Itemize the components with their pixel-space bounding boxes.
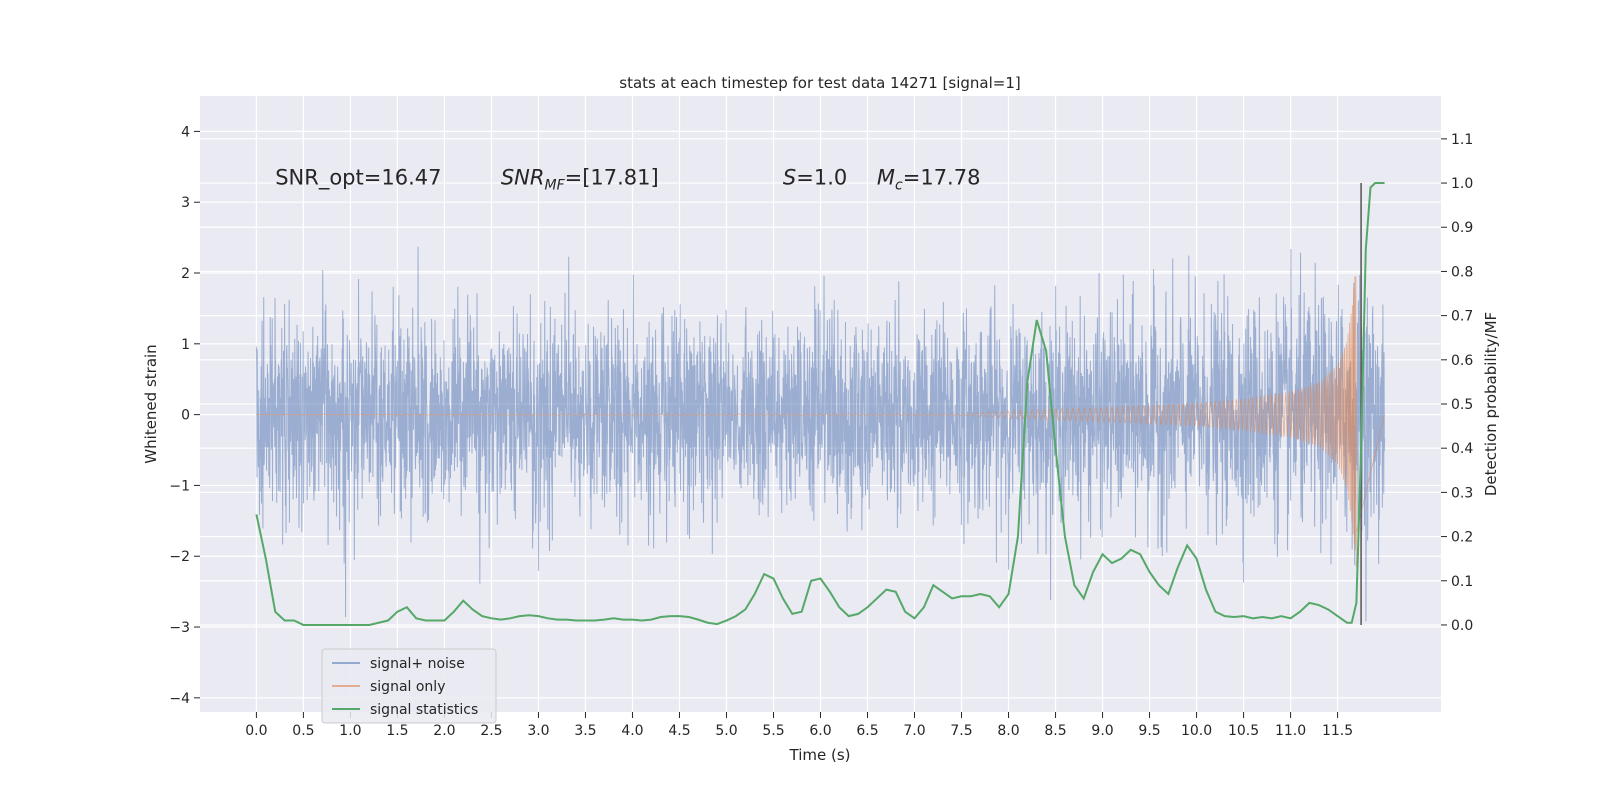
x-tick-label: 6.0 [809, 723, 831, 739]
left-axis-ticks: −4 −3 −2 −1 0 1 2 3 4 [169, 124, 200, 707]
x-tick-label: 0.0 [245, 723, 267, 739]
x-tick-label: 5.0 [715, 723, 737, 739]
signal-noise-line [255, 246, 1386, 622]
signal-noise-series [255, 246, 1386, 622]
right-tick-label: 1.1 [1451, 132, 1473, 148]
left-tick-label: −2 [169, 549, 190, 565]
x-tick-label: 11.0 [1275, 723, 1306, 739]
right-tick-label: 0.8 [1451, 264, 1473, 280]
x-tick-label: 1.5 [386, 723, 408, 739]
x-tick-label: 2.5 [480, 723, 502, 739]
left-tick-label: 1 [181, 337, 190, 353]
x-tick-label: 3.0 [527, 723, 549, 739]
x-tick-label: 1.0 [339, 723, 361, 739]
x-tick-label: 4.0 [621, 723, 643, 739]
x-tick-label: 10.5 [1228, 723, 1259, 739]
legend: signal+ noise signal only signal statist… [321, 648, 497, 724]
annotation-0: SNR_opt=16.47 [275, 166, 441, 191]
right-tick-label: 0.0 [1451, 618, 1473, 634]
right-tick-label: 0.4 [1451, 441, 1473, 457]
annotation-2: S=1.0 [783, 166, 847, 190]
x-tick-label: 4.5 [668, 723, 690, 739]
legend-label-signal-statistics: signal statistics [370, 702, 478, 718]
chart-title: stats at each timestep for test data 142… [619, 74, 1020, 92]
x-tick-label: 2.0 [433, 723, 455, 739]
left-tick-label: 3 [181, 195, 190, 211]
right-tick-label: 1.0 [1451, 176, 1473, 192]
right-tick-label: 0.6 [1451, 353, 1473, 369]
x-tick-label: 7.0 [903, 723, 925, 739]
x-tick-label: 9.0 [1091, 723, 1113, 739]
x-tick-label: 5.5 [762, 723, 784, 739]
left-tick-label: 2 [181, 266, 190, 282]
annotation-1: SNRMF=[17.81] [501, 166, 659, 194]
x-tick-label: 8.0 [997, 723, 1019, 739]
legend-label-signal-only: signal only [370, 679, 445, 695]
annotations: SNR_opt=16.47 SNRMF=[17.81] S=1.0 Mc=17.78 [275, 166, 980, 194]
right-tick-label: 0.3 [1451, 485, 1473, 501]
x-tick-label: 6.5 [856, 723, 878, 739]
right-axis-ticks: 0.0 0.1 0.2 0.3 0.4 0.5 0.6 0.7 0.8 0.9 1.0 1.1 [1441, 132, 1473, 634]
x-axis-ticks: 0.0 0.5 1.0 1.5 2.0 2.5 3.0 3.5 4.0 4.5 5.0 5.5 6.0 6… [245, 712, 1353, 739]
right-tick-label: 0.1 [1451, 574, 1473, 590]
annotation-3: Mc=17.78 [877, 166, 981, 194]
left-tick-label: 0 [181, 408, 190, 424]
legend-box [321, 648, 497, 724]
right-axis-label: Detection probability/MF [1482, 312, 1500, 496]
left-tick-label: 4 [181, 124, 190, 140]
x-tick-label: 10.0 [1181, 723, 1212, 739]
signal-only-series [256, 275, 1385, 567]
right-tick-label: 0.2 [1451, 530, 1473, 546]
signal-only-line [256, 275, 1385, 567]
x-tick-label: 11.5 [1322, 723, 1353, 739]
signal-statistics-line [255, 182, 1385, 626]
x-tick-label: 3.5 [574, 723, 596, 739]
right-tick-label: 0.5 [1451, 397, 1473, 413]
legend-label-signal-noise: signal+ noise [370, 656, 465, 672]
left-axis-label: Whitened strain [142, 344, 160, 463]
x-axis-label: Time (s) [789, 746, 851, 764]
right-tick-label: 0.9 [1451, 220, 1473, 236]
x-tick-label: 0.5 [292, 723, 314, 739]
right-tick-label: 0.7 [1451, 309, 1473, 325]
x-tick-label: 8.5 [1044, 723, 1066, 739]
x-tick-label: 7.5 [950, 723, 972, 739]
left-tick-label: −3 [169, 620, 190, 636]
left-tick-label: −4 [169, 691, 190, 707]
left-tick-label: −1 [169, 478, 190, 494]
x-tick-label: 9.5 [1138, 723, 1160, 739]
signal-statistics-series [255, 182, 1385, 626]
